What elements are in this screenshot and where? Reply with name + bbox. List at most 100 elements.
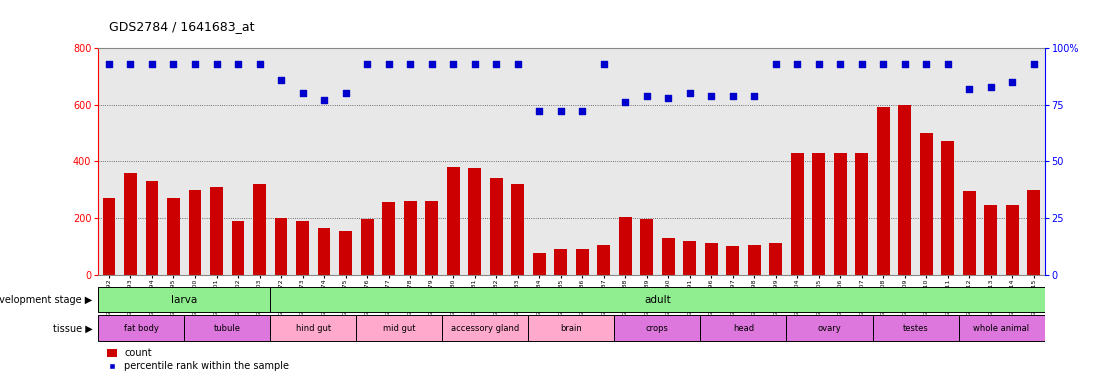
Text: development stage ▶: development stage ▶ [0,295,93,305]
Bar [511,184,525,275]
Point [874,61,892,67]
Bar [576,249,588,275]
Bar [490,178,502,275]
Text: tissue ▶: tissue ▶ [52,323,93,333]
Bar [231,221,244,275]
Point [982,83,1000,89]
Point [681,90,699,96]
Bar [210,187,223,275]
Point [143,61,161,67]
Bar [124,173,137,275]
Text: hind gut: hind gut [296,324,330,333]
Point [164,61,182,67]
Point [337,90,355,96]
Text: tubule: tubule [214,324,241,333]
Point [315,97,333,103]
Bar [787,315,873,341]
Point [488,61,506,67]
Bar [641,219,653,275]
Point [229,61,247,67]
Point [853,61,870,67]
Point [272,77,290,83]
Point [444,61,462,67]
Point [939,61,956,67]
Text: GDS2784 / 1641683_at: GDS2784 / 1641683_at [109,20,254,33]
Text: brain: brain [560,324,583,333]
Text: crops: crops [646,324,668,333]
Bar [748,245,761,275]
Bar [382,202,395,275]
Bar [275,218,288,275]
Bar [404,201,416,275]
Bar [296,221,309,275]
Bar [920,133,933,275]
Bar [339,231,352,275]
Point [961,86,979,92]
Point [294,90,311,96]
Point [616,99,634,106]
Bar [103,198,115,275]
Bar [189,190,202,275]
Point [423,61,441,67]
Bar [704,243,718,275]
Bar [442,315,528,341]
Point [595,61,613,67]
Bar [812,153,825,275]
Point [917,61,935,67]
Point [1024,61,1042,67]
Point [745,93,763,99]
Text: accessory gland: accessory gland [451,324,519,333]
Point [208,61,225,67]
Bar [877,108,889,275]
Point [551,108,569,114]
Text: adult: adult [644,295,671,305]
Bar [618,217,632,275]
Point [788,61,806,67]
Bar [425,201,439,275]
Bar [356,315,442,341]
Point [251,61,269,67]
Bar [791,153,804,275]
Point [530,108,548,114]
Point [122,61,140,67]
Bar [941,141,954,275]
Bar [167,198,180,275]
Point [509,61,527,67]
Bar [468,168,481,275]
Bar [662,238,675,275]
Bar [528,315,615,341]
Text: larva: larva [171,295,198,305]
Text: fat body: fat body [124,324,158,333]
Bar [145,181,158,275]
Bar [701,315,787,341]
Bar [769,243,782,275]
Bar [270,286,1045,313]
Text: head: head [733,324,754,333]
Bar [898,104,912,275]
Bar [1006,205,1019,275]
Point [379,61,397,67]
Point [100,61,118,67]
Bar [873,315,959,341]
Point [186,61,204,67]
Bar [98,315,184,341]
Bar [360,219,374,275]
Point [724,93,742,99]
Bar [184,315,270,341]
Bar [683,240,696,275]
Point [702,93,720,99]
Point [767,61,785,67]
Point [810,61,828,67]
Bar [963,191,975,275]
Bar [1028,190,1040,275]
Text: whole animal: whole animal [973,324,1030,333]
Bar [834,153,847,275]
Bar [597,245,610,275]
Bar [727,246,739,275]
Bar [959,315,1045,341]
Bar [98,286,270,313]
Bar [855,153,868,275]
Legend: count, percentile rank within the sample: count, percentile rank within the sample [103,344,294,375]
Point [660,95,677,101]
Point [1003,79,1021,85]
